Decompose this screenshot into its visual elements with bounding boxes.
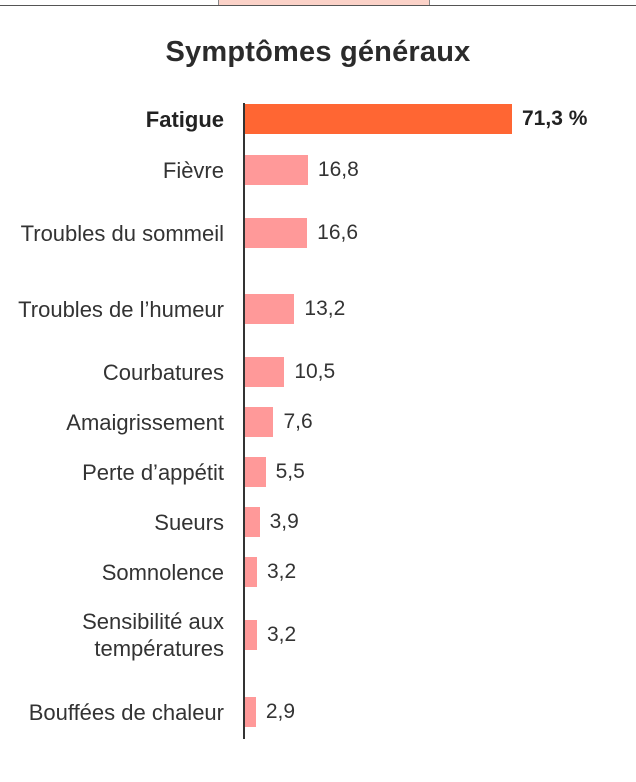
bar (245, 218, 308, 248)
value-label: 3,2 (266, 623, 297, 646)
bar (245, 620, 257, 650)
bar (245, 294, 295, 324)
category-label: Sensibilité aux températures (82, 609, 224, 661)
bar (245, 457, 266, 487)
category-label: Fatigue (145, 106, 224, 132)
value-label: 3,2 (266, 560, 297, 583)
bar (245, 697, 256, 727)
bar (245, 104, 512, 134)
value-label: 3,9 (269, 510, 299, 533)
value-label: 7,6 (283, 410, 313, 433)
value-label: 16,8 (317, 158, 359, 181)
value-label: 2,9 (265, 700, 296, 723)
category-label: Amaigrissement (66, 409, 224, 435)
bar (245, 155, 308, 185)
bar (245, 507, 260, 537)
category-label: Perte d’appétit (82, 459, 224, 485)
top-border-line (0, 0, 636, 6)
value-label: 71,3 % (522, 107, 588, 130)
category-label: Courbatures (102, 359, 224, 385)
value-label: 10,5 (294, 360, 336, 383)
value-label: 5,5 (275, 460, 305, 483)
value-label: 16,6 (317, 221, 359, 244)
top-image-edge (218, 0, 430, 5)
category-label: Troubles du sommeil (20, 220, 224, 246)
category-label: Sueurs (154, 509, 224, 535)
bar (245, 407, 274, 437)
chart-title: Symptômes généraux (165, 36, 471, 68)
bar (245, 557, 257, 587)
value-label: 13,2 (304, 297, 346, 320)
category-label: Fièvre (162, 157, 224, 183)
category-label: Bouffées de chaleur (28, 699, 224, 725)
category-label: Troubles de l’humeur (18, 296, 224, 322)
bar (245, 357, 285, 387)
y-axis-line (243, 103, 245, 739)
category-label: Somnolence (101, 559, 224, 585)
